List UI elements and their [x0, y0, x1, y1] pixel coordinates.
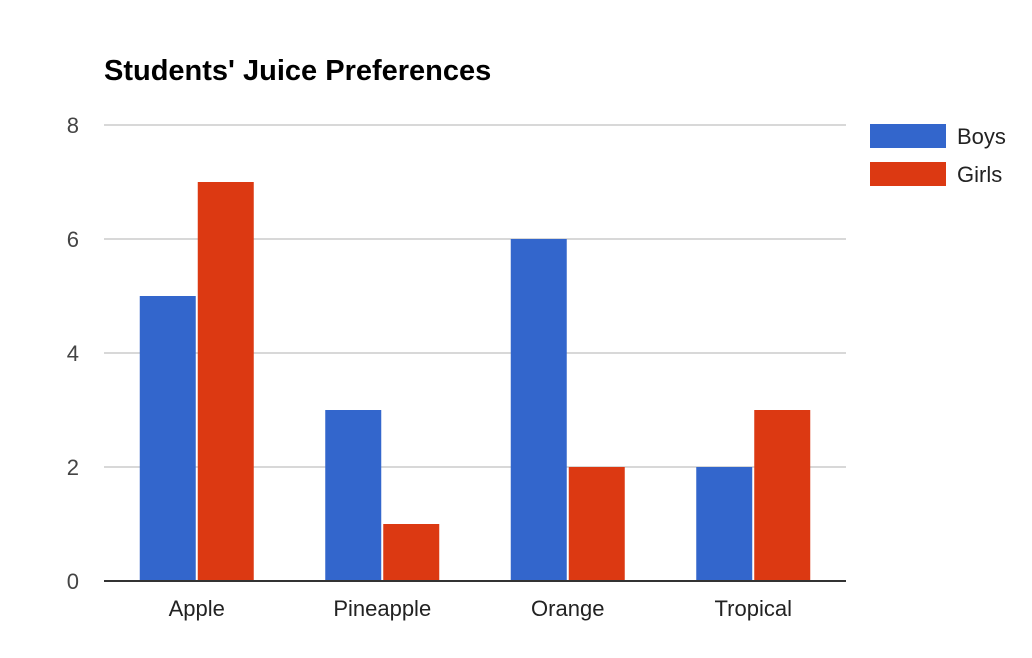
bar-girls-orange: [568, 467, 625, 581]
legend-label-boys: Boys: [957, 124, 1006, 149]
y-tick-label: 6: [67, 227, 79, 252]
x-tick-label: Tropical: [715, 596, 792, 621]
y-tick-label: 0: [67, 569, 79, 594]
bar-boys-orange: [510, 239, 567, 581]
bars: [139, 182, 811, 581]
bar-girls-apple: [197, 182, 254, 581]
bar-boys-pineapple: [325, 410, 382, 581]
bar-girls-pineapple: [383, 524, 440, 581]
legend-swatch-girls: [870, 162, 946, 186]
legend-label-girls: Girls: [957, 162, 1002, 187]
y-tick-label: 2: [67, 455, 79, 480]
y-tick-label: 8: [67, 113, 79, 138]
bar-boys-apple: [139, 296, 196, 581]
bar-boys-tropical: [696, 467, 753, 581]
x-axis-ticks: Apple Pineapple Orange Tropical: [169, 596, 792, 621]
legend-swatch-boys: [870, 124, 946, 148]
x-tick-label: Orange: [531, 596, 604, 621]
legend: Boys Girls: [870, 124, 1006, 187]
y-tick-label: 4: [67, 341, 79, 366]
y-axis-ticks: 0 2 4 6 8: [67, 113, 79, 594]
chart-title: Students' Juice Preferences: [104, 55, 491, 87]
x-tick-label: Apple: [169, 596, 225, 621]
bar-girls-tropical: [754, 410, 811, 581]
x-tick-label: Pineapple: [333, 596, 431, 621]
